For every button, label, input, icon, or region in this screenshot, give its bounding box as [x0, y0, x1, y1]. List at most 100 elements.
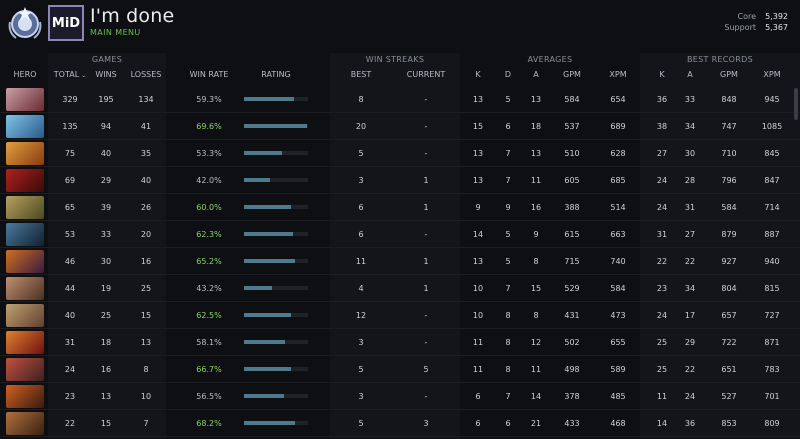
hero-portrait[interactable]	[6, 223, 44, 246]
col-avg-gpm[interactable]: GPM	[563, 70, 581, 79]
avg-assists: 12	[530, 338, 542, 347]
avg-gpm: 605	[564, 176, 580, 185]
col-wins[interactable]: WINS	[95, 70, 117, 79]
hero-portrait[interactable]	[6, 196, 44, 219]
table-row[interactable]: 46 30 16 65.2% 11 1 13 5 8 715 740 22 22 927 940	[0, 248, 800, 275]
hero-portrait[interactable]	[6, 142, 44, 165]
current-streak: 1	[423, 257, 429, 266]
table-row[interactable]: 23 13 10 56.5% 3 - 6 7 14 378 485 11 24 527 701	[0, 383, 800, 410]
main-menu-link[interactable]: MAIN MENU	[90, 28, 141, 37]
rating-bar-fill	[244, 394, 284, 398]
best-assists: 22	[684, 257, 696, 266]
hero-portrait[interactable]	[6, 169, 44, 192]
mmr-core-label: Core	[737, 12, 756, 21]
total-games: 40	[64, 311, 76, 320]
table-row[interactable]: 22 15 7 68.2% 5 3 6 6 21 433 468 14 36 853 809	[0, 410, 800, 437]
col-avg-a[interactable]: A	[533, 70, 539, 79]
col-total[interactable]: TOTAL ⌄	[50, 67, 90, 83]
current-streak: -	[424, 149, 428, 158]
best-kills: 36	[656, 95, 668, 104]
col-best[interactable]: BEST	[350, 70, 372, 79]
col-rating[interactable]: RATING	[261, 70, 291, 79]
col-avg-xpm[interactable]: XPM	[609, 70, 627, 79]
best-gpm: 853	[721, 419, 737, 428]
col-best-gpm[interactable]: GPM	[720, 70, 738, 79]
current-streak: -	[424, 95, 428, 104]
table-row[interactable]: 53 33 20 62.3% 6 - 14 5 9 615 663 31 27 879 887	[0, 221, 800, 248]
losses: 13	[140, 338, 152, 347]
best-kills: 23	[656, 284, 668, 293]
rating-bar	[244, 232, 308, 236]
total-games: 53	[64, 230, 76, 239]
best-gpm: 657	[721, 311, 737, 320]
hero-portrait[interactable]	[6, 304, 44, 327]
table-row[interactable]: 65 39 26 60.0% 6 1 9 9 16 388 514 24 31 584 714	[0, 194, 800, 221]
col-current[interactable]: CURRENT	[406, 70, 446, 79]
rating-bar-fill	[244, 421, 295, 425]
scrollbar[interactable]	[794, 88, 798, 120]
hero-portrait[interactable]	[6, 115, 44, 138]
best-xpm: 783	[764, 365, 780, 374]
avg-xpm: 689	[610, 122, 626, 131]
hero-portrait[interactable]	[6, 331, 44, 354]
avg-kills: 14	[472, 230, 484, 239]
table-row[interactable]: 44 19 25 43.2% 4 1 10 7 15 529 584 23 34 804 815	[0, 275, 800, 302]
current-streak: -	[424, 392, 428, 401]
losses: 35	[140, 149, 152, 158]
losses: 20	[140, 230, 152, 239]
avg-assists: 8	[533, 257, 539, 266]
col-avg-k[interactable]: K	[475, 70, 481, 79]
avg-xpm: 740	[610, 257, 626, 266]
table-row[interactable]: 69 29 40 42.0% 3 1 13 7 11 605 685 24 28 796 847	[0, 167, 800, 194]
col-losses[interactable]: LOSSES	[130, 70, 162, 79]
best-xpm: 727	[764, 311, 780, 320]
avg-deaths: 8	[505, 311, 511, 320]
table-row[interactable]: 135 94 41 69.6% 20 - 15 6 18 537 689 38 34 747 1085	[0, 113, 800, 140]
col-avg-d[interactable]: D	[504, 70, 512, 79]
rating-bar-fill	[244, 205, 291, 209]
win-rate: 56.5%	[196, 392, 222, 401]
col-best-k[interactable]: K	[659, 70, 665, 79]
win-rate: 43.2%	[196, 284, 222, 293]
best-kills: 25	[656, 338, 668, 347]
win-rate: 60.0%	[196, 203, 222, 212]
rating-bar-fill	[244, 340, 285, 344]
hero-portrait[interactable]	[6, 385, 44, 408]
table-row[interactable]: 75 40 35 53.3% 5 - 13 7 13 510 628 27 30 710 845	[0, 140, 800, 167]
col-best-a[interactable]: A	[687, 70, 693, 79]
best-kills: 31	[656, 230, 668, 239]
table-row[interactable]: 24 16 8 66.7% 5 5 11 8 11 498 589 25 22 651 783	[0, 356, 800, 383]
rating-bar	[244, 97, 308, 101]
avg-deaths: 8	[505, 365, 511, 374]
avg-deaths: 9	[505, 203, 511, 212]
losses: 8	[143, 365, 149, 374]
rating-bar	[244, 421, 308, 425]
best-xpm: 809	[764, 419, 780, 428]
hero-portrait[interactable]	[6, 358, 44, 381]
table-row[interactable]: 31 18 13 58.1% 3 - 11 8 12 502 655 25 29 722 871	[0, 329, 800, 356]
table-row[interactable]: 329 195 134 59.3% 8 - 13 5 13 584 654 36 33 848 945	[0, 86, 800, 113]
win-rate: 65.2%	[196, 257, 222, 266]
mmr-support-label: Support	[724, 23, 756, 32]
avatar[interactable]: MiD	[48, 5, 84, 41]
col-hero[interactable]: HERO	[13, 70, 37, 79]
col-best-xpm[interactable]: XPM	[763, 70, 781, 79]
hero-portrait[interactable]	[6, 412, 44, 435]
hero-portrait[interactable]	[6, 250, 44, 273]
player-name: I'm done	[90, 5, 175, 27]
best-streak: 6	[358, 230, 364, 239]
total-games: 75	[64, 149, 76, 158]
table-row[interactable]: 40 25 15 62.5% 12 - 10 8 8 431 473 24 17 657 727	[0, 302, 800, 329]
col-win-rate[interactable]: WIN RATE	[189, 70, 229, 79]
hero-portrait[interactable]	[6, 88, 44, 111]
hero-portrait[interactable]	[6, 277, 44, 300]
wins: 18	[100, 338, 112, 347]
current-streak: -	[424, 338, 428, 347]
profile-header: MiD I'm done MAIN MENU Core 5,392 Suppor…	[0, 0, 800, 48]
best-xpm: 1085	[761, 122, 783, 131]
best-xpm: 845	[764, 149, 780, 158]
best-streak: 20	[355, 122, 367, 131]
wins: 39	[100, 203, 112, 212]
wins: 19	[100, 284, 112, 293]
total-games: 24	[64, 365, 76, 374]
